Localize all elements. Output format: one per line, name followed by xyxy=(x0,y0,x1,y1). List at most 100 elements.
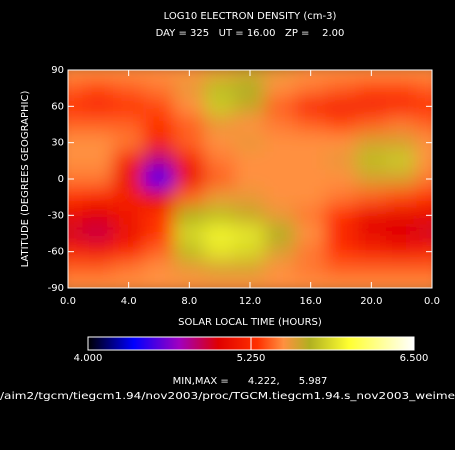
heat-cell xyxy=(113,223,145,244)
heat-cell xyxy=(295,96,327,116)
x-tick-label: 0.0 xyxy=(60,296,76,307)
x-tick-label: 16.0 xyxy=(300,296,322,307)
heat-cell xyxy=(325,260,357,280)
heat-cell xyxy=(416,151,432,171)
heat-cell xyxy=(386,260,418,280)
colorbar-tick-label: 5.250 xyxy=(237,353,266,364)
heat-cell xyxy=(82,223,114,244)
heat-cell xyxy=(173,78,205,98)
heat-cell xyxy=(204,114,236,135)
heat-cell xyxy=(143,70,175,80)
heat-cell xyxy=(143,133,175,153)
heat-cell xyxy=(68,78,84,98)
heat-cell xyxy=(173,205,205,225)
heat-cell xyxy=(386,187,418,207)
heat-cell xyxy=(264,187,296,207)
heat-cell xyxy=(234,205,266,225)
heat-cell xyxy=(386,133,418,153)
heat-cell xyxy=(234,260,266,280)
heat-cell xyxy=(264,205,296,225)
heat-cell xyxy=(82,260,114,280)
heat-cell xyxy=(143,114,175,135)
heat-cell xyxy=(295,78,327,98)
heat-cell xyxy=(143,96,175,116)
heat-cell xyxy=(386,278,418,288)
heat-cell xyxy=(295,169,327,189)
heat-cell xyxy=(355,223,387,244)
heat-cell xyxy=(82,187,114,207)
heat-cell xyxy=(386,70,418,80)
heat-cell xyxy=(113,260,145,280)
heat-cell xyxy=(264,260,296,280)
heat-cell xyxy=(386,205,418,225)
heat-cell xyxy=(82,205,114,225)
heat-cell xyxy=(143,278,175,288)
heat-cell xyxy=(355,187,387,207)
heat-cell xyxy=(295,260,327,280)
heat-cell xyxy=(355,78,387,98)
heat-cell xyxy=(113,205,145,225)
heat-cell xyxy=(355,205,387,225)
heat-cell xyxy=(264,70,296,80)
heat-cell xyxy=(82,242,114,262)
heat-cell xyxy=(325,151,357,171)
heat-cell xyxy=(173,187,205,207)
heat-cell xyxy=(204,205,236,225)
heat-cell xyxy=(173,133,205,153)
heat-cell xyxy=(264,133,296,153)
heat-cell xyxy=(82,169,114,189)
chart-title: LOG10 ELECTRON DENSITY (cm-3) xyxy=(164,11,337,22)
heat-cell xyxy=(416,223,432,244)
heat-cell xyxy=(173,96,205,116)
y-tick-label: 0 xyxy=(58,174,64,185)
heat-cell xyxy=(82,151,114,171)
heat-cell xyxy=(416,278,432,288)
heat-cell xyxy=(234,151,266,171)
heat-cell xyxy=(204,242,236,262)
heat-cell xyxy=(325,223,357,244)
heat-cell xyxy=(264,223,296,244)
heat-cell xyxy=(325,133,357,153)
heat-cell xyxy=(68,70,84,80)
heat-cell xyxy=(173,169,205,189)
heat-cell xyxy=(386,78,418,98)
heat-cell xyxy=(143,205,175,225)
heat-cell xyxy=(68,205,84,225)
heat-cell xyxy=(113,78,145,98)
file-path: /aim2/tgcm/tiegcm1.94/nov2003/proc/TGCM.… xyxy=(0,391,455,402)
heat-cell xyxy=(416,70,432,80)
y-tick-label: 60 xyxy=(51,101,64,112)
heat-cell xyxy=(416,205,432,225)
heat-cell xyxy=(295,151,327,171)
heat-cell xyxy=(325,187,357,207)
heat-cell xyxy=(386,242,418,262)
heat-cell xyxy=(295,242,327,262)
heat-cell xyxy=(355,151,387,171)
heat-cell xyxy=(143,169,175,189)
heat-cell xyxy=(82,78,114,98)
y-tick-label: -60 xyxy=(48,247,64,258)
heat-cell xyxy=(416,169,432,189)
heat-cell xyxy=(295,187,327,207)
x-tick-label: 8.0 xyxy=(181,296,197,307)
heat-cell xyxy=(325,242,357,262)
heat-cell xyxy=(82,70,114,80)
heat-cell xyxy=(143,223,175,244)
heat-cell xyxy=(204,278,236,288)
heat-cell xyxy=(234,187,266,207)
heat-cell xyxy=(68,187,84,207)
heatmap xyxy=(68,70,432,288)
chart-subtitle: DAY = 325 UT = 16.00 ZP = 2.00 xyxy=(156,28,345,39)
y-axis-label: LATITUDE (DEGREES GEOGRAPHIC) xyxy=(20,91,31,268)
heat-cell xyxy=(416,133,432,153)
heat-cell xyxy=(113,114,145,135)
heat-cell xyxy=(143,242,175,262)
heat-cell xyxy=(68,223,84,244)
heat-cell xyxy=(173,151,205,171)
y-tick-label: 30 xyxy=(51,138,64,149)
heat-cell xyxy=(386,114,418,135)
heat-cell xyxy=(355,242,387,262)
heat-cell xyxy=(264,114,296,135)
y-tick-label: -90 xyxy=(48,283,64,294)
